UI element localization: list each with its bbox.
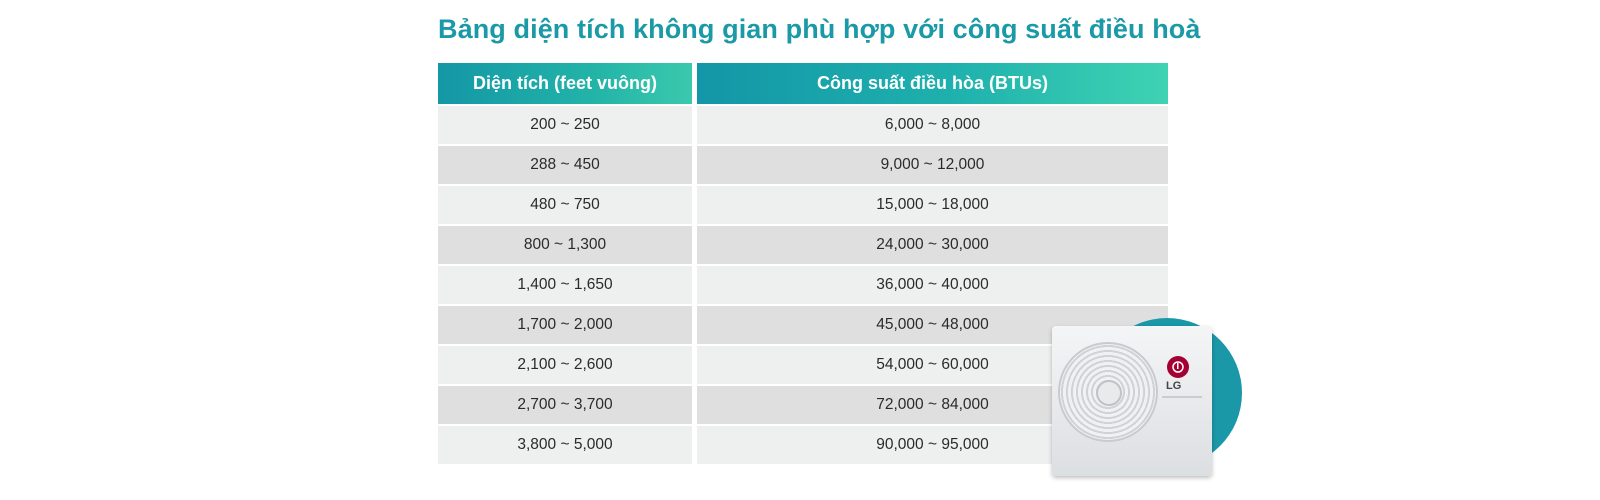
cell-capacity: 6,000 ~ 8,000 bbox=[697, 106, 1168, 144]
grill-line bbox=[1162, 396, 1202, 398]
air-conditioner-outdoor-unit-icon: LG bbox=[1052, 326, 1212, 476]
lg-logo-icon bbox=[1167, 356, 1189, 378]
page-title: Bảng diện tích không gian phù hợp với cô… bbox=[438, 14, 1201, 44]
fan-hub bbox=[1096, 380, 1122, 406]
table-row: 480 ~ 750 15,000 ~ 18,000 bbox=[438, 186, 1168, 224]
cell-area: 200 ~ 250 bbox=[438, 106, 692, 144]
cell-capacity: 9,000 ~ 12,000 bbox=[697, 146, 1168, 184]
table-row: 200 ~ 250 6,000 ~ 8,000 bbox=[438, 106, 1168, 144]
cell-area: 1,400 ~ 1,650 bbox=[438, 266, 692, 304]
cell-capacity: 15,000 ~ 18,000 bbox=[697, 186, 1168, 224]
cell-area: 3,800 ~ 5,000 bbox=[438, 426, 692, 464]
cell-area: 288 ~ 450 bbox=[438, 146, 692, 184]
cell-area: 2,700 ~ 3,700 bbox=[438, 386, 692, 424]
table-row: 1,400 ~ 1,650 36,000 ~ 40,000 bbox=[438, 266, 1168, 304]
cell-capacity: 36,000 ~ 40,000 bbox=[697, 266, 1168, 304]
capacity-table: Diện tích (feet vuông) Công suất điều hò… bbox=[438, 63, 1168, 464]
table-row: 1,700 ~ 2,000 45,000 ~ 48,000 bbox=[438, 306, 1168, 344]
table-row: 288 ~ 450 9,000 ~ 12,000 bbox=[438, 146, 1168, 184]
header-capacity: Công suất điều hòa (BTUs) bbox=[697, 63, 1168, 104]
air-conditioner-image: LG bbox=[1052, 318, 1242, 488]
header-area: Diện tích (feet vuông) bbox=[438, 63, 692, 104]
cell-area: 2,100 ~ 2,600 bbox=[438, 346, 692, 384]
table-row: 800 ~ 1,300 24,000 ~ 30,000 bbox=[438, 226, 1168, 264]
table-header-row: Diện tích (feet vuông) Công suất điều hò… bbox=[438, 63, 1168, 104]
brand-logo: LG bbox=[1166, 380, 1182, 392]
cell-area: 480 ~ 750 bbox=[438, 186, 692, 224]
cell-capacity: 24,000 ~ 30,000 bbox=[697, 226, 1168, 264]
cell-area: 1,700 ~ 2,000 bbox=[438, 306, 692, 344]
cell-area: 800 ~ 1,300 bbox=[438, 226, 692, 264]
